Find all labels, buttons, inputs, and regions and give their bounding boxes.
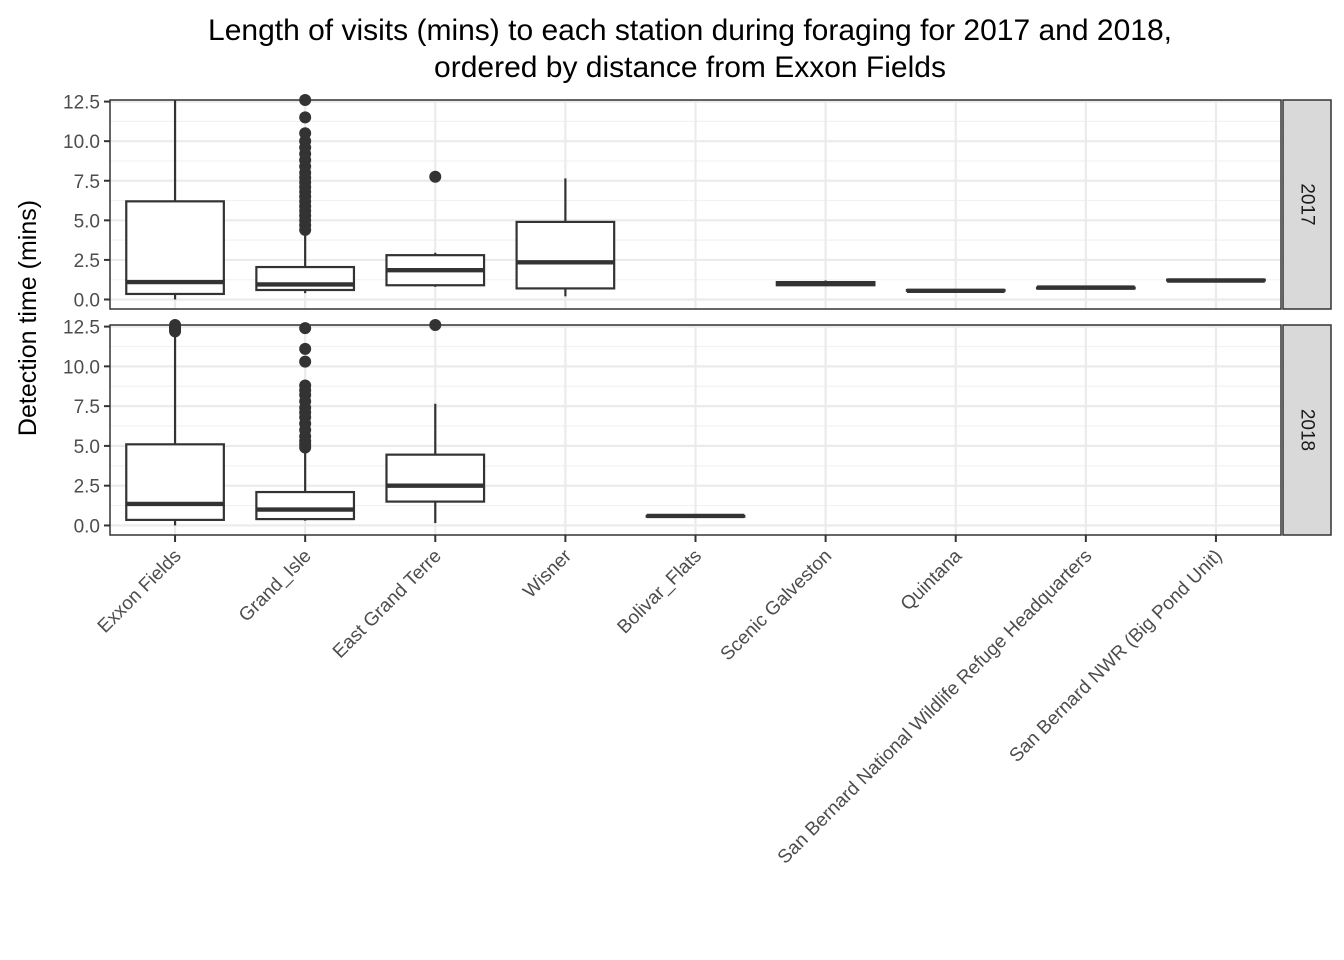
y-tick-label: 7.5 xyxy=(74,397,100,418)
outlier-point xyxy=(429,170,442,183)
box-2017-3 xyxy=(515,178,616,297)
facet-panels: 0.0 2.5 5.0 7.5 10.0 12.5 2017 0.0 2.5 5.0 7.5 10.0… xyxy=(63,93,1332,537)
x-tick-label: Exxon Fields xyxy=(94,546,186,638)
x-tick-label: Bolivar_Flats xyxy=(614,546,707,639)
y-tick-label: 5.0 xyxy=(74,211,100,232)
y-tick-label: 7.5 xyxy=(74,172,100,193)
box-2017-5 xyxy=(775,280,876,287)
y-tick-label: 10.0 xyxy=(63,357,100,378)
facet-strip xyxy=(1282,324,1332,536)
outlier-point xyxy=(299,379,312,392)
chart-title-line-2: ordered by distance from Exxon Fields xyxy=(434,51,946,84)
box-2018-0 xyxy=(125,319,225,526)
outlier-point xyxy=(299,322,312,335)
box-iqr xyxy=(125,443,225,521)
outlier-point xyxy=(299,127,312,140)
y-tick-label: 0.0 xyxy=(74,291,100,312)
box-2017-2 xyxy=(385,170,486,287)
x-tick-label: Grand_Isle xyxy=(235,546,316,627)
box-iqr xyxy=(125,200,225,296)
y-tick-label: 10.0 xyxy=(63,132,100,153)
x-tick-label: Quintana xyxy=(897,545,967,615)
outlier-point xyxy=(299,342,312,355)
box-iqr xyxy=(255,490,356,521)
box-2017-6 xyxy=(905,288,1006,293)
outlier-point xyxy=(299,111,312,124)
facet-strip-label: 2017 xyxy=(1297,183,1318,225)
outlier-point xyxy=(299,355,312,368)
box-2017-8 xyxy=(1166,278,1266,283)
box-2018-2 xyxy=(385,319,486,524)
y-tick-label: 2.5 xyxy=(74,251,100,272)
facet-strip xyxy=(1282,99,1332,310)
facet-strip-label: 2018 xyxy=(1297,409,1318,451)
box-2017-7 xyxy=(1035,285,1136,290)
chart-title-line-1: Length of visits (mins) to each station … xyxy=(208,14,1172,47)
panel-border xyxy=(109,99,1282,310)
y-tick-label: 12.5 xyxy=(63,318,100,339)
x-tick-label: San Bernard NWR (Big Pond Unit) xyxy=(1006,546,1227,767)
box-2018-4 xyxy=(645,513,746,519)
x-axis: Exxon Fields Grand_Isle East Grand Terre Wi… xyxy=(94,535,1227,869)
y-tick-label: 5.0 xyxy=(74,437,100,458)
x-tick-label: East Grand Terre xyxy=(329,546,446,663)
x-tick-label: Scenic Galveston xyxy=(717,546,836,665)
y-axis-title: Detection time (mins) xyxy=(14,200,42,436)
box-2018-1 xyxy=(255,322,356,521)
box-iqr xyxy=(385,453,486,503)
facet-panel-2017: 0.0 2.5 5.0 7.5 10.0 12.5 2017 xyxy=(63,93,1332,312)
y-tick-label: 12.5 xyxy=(63,93,100,114)
box-2017-0 xyxy=(125,100,225,300)
facet-panel-2018: 0.0 2.5 5.0 7.5 10.0 12.5 2018 xyxy=(63,318,1332,537)
box-2017-1 xyxy=(255,94,356,294)
box-iqr xyxy=(515,220,616,290)
y-tick-label: 0.0 xyxy=(74,516,100,537)
y-tick-label: 2.5 xyxy=(74,477,100,498)
x-tick-label: San Bernard National Wildlife Refuge Hea… xyxy=(774,546,1097,869)
x-tick-label: Wisner xyxy=(519,545,576,602)
